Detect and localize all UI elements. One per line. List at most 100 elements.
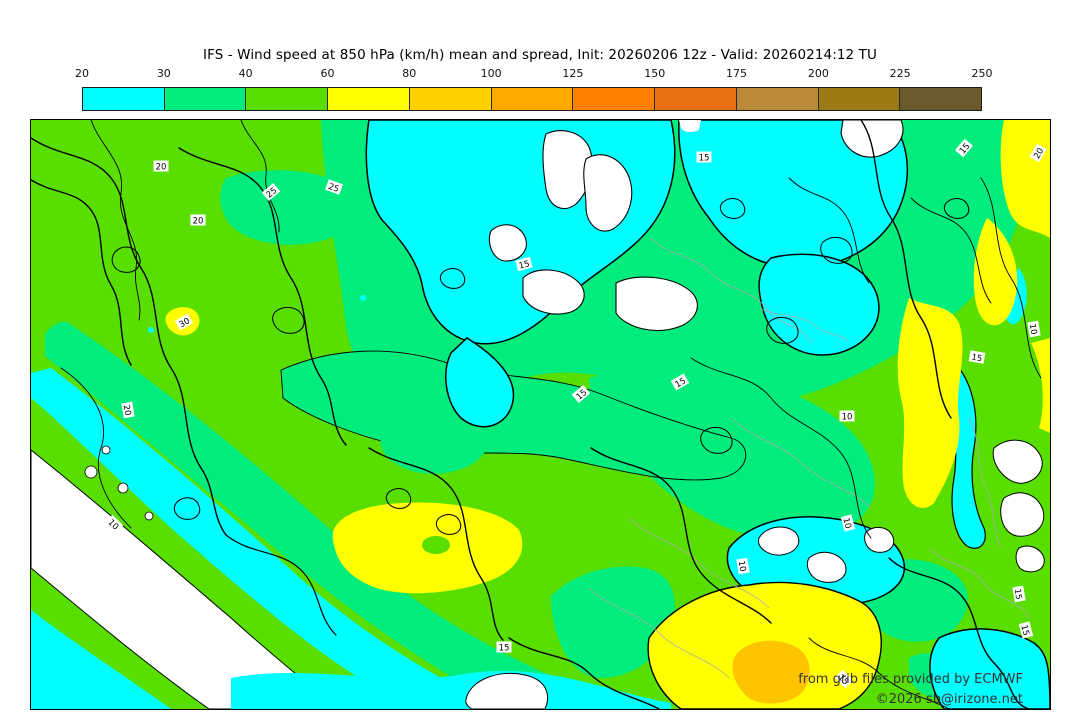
map-frame: 20 25 20 25 30 20 10 15 15 15 20 10 15 15 15 10 10 10 15 15… [30,119,1051,710]
contour-lines-shape [385,488,412,509]
colorbar-tick-150: 150 [644,67,666,80]
region-20-30-lower-shape [929,628,1050,709]
border-lines-shape [758,307,850,343]
contour-label-20-shape: 20 [156,163,167,173]
contour-label-20-shape [190,214,206,226]
contour-label-10-shape: 10 [1027,323,1039,335]
contour-lines-shape [860,120,952,419]
contour-lines-shape [888,557,1030,709]
contour-label-10-shape [736,557,750,575]
region-30-40-shape [45,321,589,709]
region-20-30-shape [31,368,497,708]
contour-label-15-shape: 15 [1018,624,1030,637]
contour-label-10-shape [1027,320,1041,338]
contour-label-10-shape: 10 [736,560,748,572]
contour-label-30-shape: 30 [178,316,192,330]
yellow-blob-hole [422,536,450,554]
contour-label-20: 20 [121,401,135,419]
contour-lines-shape [690,357,872,539]
colorbar-tick-80: 80 [402,67,417,80]
contour-label-15-shape: 15 [971,353,983,365]
contour-label-10: 10 [840,514,856,532]
region-20-30-lower-shape [231,670,671,709]
contour-label-15-shape [515,256,533,272]
contour-label-20: 20 [1029,143,1047,163]
contour-label-15: 15 [1018,621,1034,639]
contour-label-20-shape [1029,143,1047,163]
contour-lines-shape [766,316,799,344]
region-below-20-shape [615,276,698,331]
border-lines-shape [650,237,812,344]
contour-label-25-shape [325,179,343,195]
contour-lines-shape [943,198,970,219]
region-20-30-shape [417,214,425,222]
contour-lines-shape [178,147,347,446]
region-60-80-shape [1031,338,1050,433]
colorbar-tick-labels: 20 30 40 60 80 100 125 150 175 200 225 250 [75,67,993,83]
colorbar-tick-200: 200 [807,67,829,80]
colorbar-tick-125: 125 [562,67,584,80]
colorbar-segment-225-250 [899,88,982,110]
region-below-20-shape [101,445,111,455]
contour-label-15-shape [834,669,854,689]
contour-lines-shape [788,177,870,284]
contour-lines-shape [240,120,280,233]
contour-label-10-shape: 10 [840,517,852,530]
contour-label-10-shape: 10 [842,413,853,423]
contour-label-25-shape [261,182,281,202]
colorbar-segment-100-125 [490,88,573,110]
region-20-30-shape [360,295,366,301]
contour-label-15-shape [696,151,712,163]
contour-lines-shape [910,197,992,304]
region-20-30-shape [758,253,880,356]
contour-label-10-shape [839,410,855,422]
colorbar-segment-20-30 [83,88,164,110]
region-below-20-shape [679,120,701,133]
contour-label-25-shape: 25 [327,182,341,195]
region-below-20-shape [144,511,154,521]
colorbar-segment-125-150 [572,88,655,110]
region-below-20-lower-shape [465,672,548,709]
colorbar-segment-30-40 [163,88,246,110]
colorbar-tick-40: 40 [238,67,253,80]
region-20-30-lower [31,610,1050,709]
colorbar-tick-100: 100 [480,67,502,80]
colorbar-segment-200-225 [817,88,900,110]
colorbar-tick-250: 250 [971,67,993,80]
region-below-20-shape [1015,545,1045,573]
contour-label-15-shape: 15 [518,259,531,271]
border-lines-shape [730,417,872,509]
region-below-20-shape [84,465,98,479]
contour-label-25: 25 [325,179,343,195]
region-below-20-shape [522,269,585,315]
contour-label-10: 10 [1027,320,1041,338]
contour-lines-shape [439,268,466,289]
contour-lines-shape [225,534,337,636]
contour-label-15-shape [670,373,690,391]
contour-lines-shape [590,447,772,624]
contour-lines-shape [31,179,132,366]
contour-label-20: 20 [153,160,169,173]
colorbar-tick-60: 60 [320,67,335,80]
colorbar-tick-30: 30 [156,67,171,80]
contour-label-15-shape: 15 [1012,588,1024,600]
contour-lines-shape [435,514,462,535]
contour-lines-shape [111,246,141,273]
contour-label-30: 30 [174,313,194,331]
contour-label-15-shape: 15 [674,376,688,390]
region-below-20-shape [806,551,847,583]
contour-label-10: 10 [839,410,855,423]
region-below-20-shape [117,482,129,494]
contour-label-15-shape [1012,585,1026,603]
contour-label-15-shape: 15 [699,154,710,164]
region-80-100-shape [732,640,810,704]
contour-label-15-shape [968,350,986,364]
region-30-40-shape [220,170,360,245]
contour-lines-shape [808,637,950,709]
region-20-30-shape [148,327,154,333]
contour-lines-shape [272,306,305,334]
border-lines-shape [628,517,770,609]
colorbar [82,87,982,111]
